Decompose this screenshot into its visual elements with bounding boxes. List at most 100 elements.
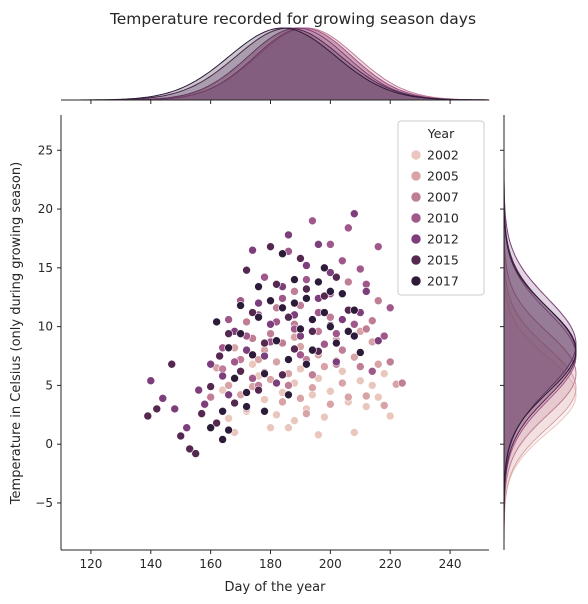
y-axis-label: Temperature in Celsius (only during grow… <box>9 162 24 505</box>
legend-label-2002: 2002 <box>427 148 459 163</box>
scatter-point-2017 <box>278 249 287 259</box>
legend-marker-2012 <box>410 233 422 245</box>
x-axis-label: Day of the year <box>225 580 327 595</box>
scatter-point-2012 <box>254 298 263 308</box>
kde-y-2017 <box>503 115 577 550</box>
scatter-point-2010 <box>332 329 341 338</box>
scatter-point-2012 <box>242 345 251 355</box>
y-tick-label: 10 <box>38 320 53 334</box>
legend-label-2015: 2015 <box>427 253 459 268</box>
scatter-point-2010 <box>278 294 287 303</box>
scatter-point-2010 <box>326 240 335 249</box>
scatter-point-2012 <box>332 357 341 367</box>
scatter-point-2017 <box>338 289 347 299</box>
scatter-point-2010 <box>320 339 329 349</box>
x-axis-ticks: 120 140 160 180 200 220 240 <box>79 550 462 571</box>
legend-label-2017: 2017 <box>427 274 459 289</box>
scatter-point-2015 <box>278 370 287 380</box>
scatter-point-2002 <box>272 410 281 420</box>
y-tick-label: 5 <box>45 378 53 392</box>
scatter-point-2015 <box>152 404 162 414</box>
scatter-point-2005 <box>272 357 281 367</box>
scatter-point-2015 <box>332 272 341 282</box>
x-tick-label: 240 <box>439 557 462 571</box>
chart-title: Temperature recorded for growing season … <box>109 10 476 28</box>
legend-entries: 2002 2005 2007 2010 2012 2015 2017 <box>410 148 459 289</box>
y-tick-label: 0 <box>45 437 53 451</box>
scatter-point-2017 <box>308 315 317 324</box>
x-tick-label: 200 <box>319 557 342 571</box>
scatter-point-2002 <box>385 411 395 421</box>
scatter-point-2015 <box>302 284 311 294</box>
scatter-point-2017 <box>326 287 335 296</box>
scatter-point-2015 <box>260 338 269 348</box>
scatter-point-2017 <box>260 406 269 416</box>
scatter-point-2017 <box>212 317 221 327</box>
kde-x-2017 <box>61 27 489 101</box>
scatter-point-2017 <box>242 402 251 411</box>
scatter-point-2002 <box>314 430 323 440</box>
scatter-point-2015 <box>284 312 293 322</box>
scatter-point-2017 <box>242 388 251 397</box>
scatter-point-2010 <box>260 272 269 282</box>
scatter-point-2010 <box>350 319 359 329</box>
scatter-point-2017 <box>350 331 359 341</box>
scatter-point-2007 <box>284 381 293 390</box>
scatter-point-2015 <box>224 329 233 338</box>
legend-label-2007: 2007 <box>427 190 459 205</box>
scatter-point-2005 <box>379 401 389 410</box>
scatter-point-2015 <box>248 308 257 317</box>
scatter-point-2012 <box>260 351 269 361</box>
scatter-point-2010 <box>224 315 233 324</box>
scatter-point-2012 <box>194 385 203 395</box>
scatter-point-2002 <box>284 423 293 433</box>
scatter-point-2015 <box>212 418 221 428</box>
scatter-point-2002 <box>356 376 365 386</box>
scatter-point-2017 <box>224 425 233 435</box>
scatter-point-2015 <box>320 291 329 301</box>
scatter-point-2005 <box>344 392 353 402</box>
scatter-point-2005 <box>350 352 359 362</box>
scatter-point-2017 <box>248 350 257 360</box>
legend-marker-2007 <box>410 191 422 203</box>
scatter-point-2012 <box>200 399 209 409</box>
scatter-point-2010 <box>385 303 395 313</box>
marginal-y-ticks <box>500 149 504 504</box>
scatter-point-2005 <box>373 359 383 369</box>
scatter-point-2017 <box>218 435 227 444</box>
scatter-point-2012 <box>224 390 233 400</box>
scatter-point-2010 <box>367 366 377 376</box>
scatter-point-2010 <box>296 350 305 360</box>
scatter-point-2017 <box>296 324 305 334</box>
y-tick-label: 15 <box>38 261 53 275</box>
scatter-point-2017 <box>326 322 335 331</box>
scatter-point-2012 <box>170 404 180 414</box>
scatter-point-2015 <box>290 344 299 354</box>
scatter-points <box>143 209 407 458</box>
scatter-point-2012 <box>248 245 257 255</box>
scatter-point-2010 <box>356 264 365 274</box>
scatter-point-2015 <box>230 398 239 408</box>
scatter-point-2007 <box>344 277 353 287</box>
scatter-point-2002 <box>248 359 257 369</box>
x-tick-label: 120 <box>79 557 102 571</box>
scatter-point-2015 <box>185 444 194 454</box>
scatter-point-2002 <box>326 386 335 396</box>
scatter-point-2005 <box>338 378 347 388</box>
scatter-point-2002 <box>224 414 233 423</box>
scatter-point-2015 <box>143 411 153 421</box>
scatter-point-2017 <box>284 355 293 364</box>
marginal-x-kde-curves <box>61 27 490 101</box>
marginal-y-kde-curves <box>503 115 577 550</box>
scatter-point-2012 <box>158 394 168 403</box>
legend-label-2010: 2010 <box>427 211 459 226</box>
scatter-point-2015 <box>206 382 215 391</box>
scatter-point-2012 <box>272 378 281 388</box>
scatter-point-2010 <box>344 223 353 233</box>
scatter-point-2005 <box>296 394 305 403</box>
scatter-point-2012 <box>146 376 156 386</box>
scatter-point-2012 <box>284 230 293 240</box>
scatter-point-2017 <box>356 348 365 357</box>
scatter-point-2002 <box>361 402 371 411</box>
scatter-point-2017 <box>254 312 263 322</box>
